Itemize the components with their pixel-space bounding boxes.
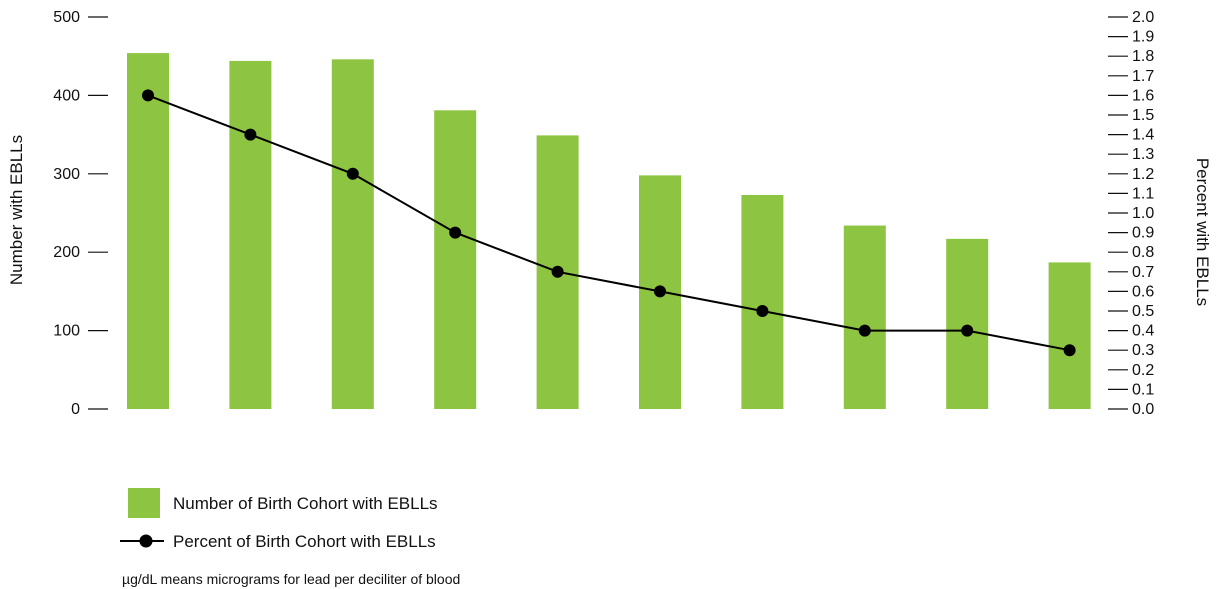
line-point	[142, 89, 154, 102]
left-tick-label: 200	[53, 244, 80, 261]
left-tick-label: 300	[53, 166, 80, 183]
bar	[127, 53, 169, 410]
bar	[946, 238, 989, 409]
left-tick-label: 500	[53, 9, 80, 26]
right-tick-label: 1.1	[1132, 185, 1154, 202]
right-tick-label: 0.9	[1132, 225, 1154, 242]
line-point	[858, 324, 871, 337]
units-note: µg/dL means micrograms for lead per deci…	[122, 571, 460, 587]
right-tick-label: 1.9	[1132, 29, 1154, 46]
left-tick-label: 100	[53, 323, 80, 340]
right-tick-label: 1.0	[1132, 205, 1154, 222]
line-point	[346, 167, 359, 180]
line-series	[142, 89, 1076, 357]
right-tick-label: 0.5	[1132, 303, 1154, 320]
bar	[434, 110, 477, 410]
legend: Number of Birth Cohort with EBLLs Percen…	[120, 488, 438, 551]
right-axis-title: Percent with EBLLs	[1193, 158, 1212, 306]
bar	[229, 60, 272, 410]
right-tick-label: 1.5	[1132, 107, 1154, 124]
line-point	[551, 265, 564, 278]
right-tick-label: 0.7	[1132, 264, 1154, 281]
line-point	[961, 324, 974, 337]
line-point	[244, 128, 257, 141]
right-tick-label: 0.3	[1132, 342, 1154, 359]
line-point	[449, 226, 462, 239]
right-tick-label: 0.8	[1132, 244, 1154, 261]
bar	[843, 225, 886, 409]
right-tick-label: 1.2	[1132, 166, 1154, 183]
bar	[331, 59, 374, 409]
legend-bar-swatch	[128, 488, 160, 518]
left-axis-title: Number with EBLLs	[7, 135, 26, 285]
percent-line	[147, 94, 1070, 352]
right-tick-label: 1.8	[1132, 48, 1154, 65]
left-tick-label: 400	[53, 87, 80, 104]
right-tick-label: 0.2	[1132, 362, 1154, 379]
legend-bar-label: Number of Birth Cohort with EBLLs	[173, 494, 438, 513]
right-tick-label: 1.6	[1132, 87, 1154, 104]
bar	[1048, 262, 1091, 409]
right-tick-label: 0.1	[1132, 381, 1154, 398]
right-tick-label: 0.0	[1132, 401, 1154, 418]
right-tick-label: 1.3	[1132, 146, 1154, 163]
bar	[741, 194, 784, 409]
legend-line-label: Percent of Birth Cohort with EBLLs	[173, 532, 436, 551]
left-tick-label: 0	[71, 401, 80, 418]
right-axis: 0.0 0.1 0.2 0.3 0.4 0.5 0.6 0.7 0.8 0.9 1.0 1.1 1.2 1…	[1108, 9, 1154, 418]
right-tick-label: 1.7	[1132, 68, 1154, 85]
line-point	[654, 285, 666, 298]
right-tick-label: 0.6	[1132, 283, 1154, 300]
line-point	[1063, 344, 1076, 357]
legend-line-marker	[139, 534, 153, 548]
line-point	[756, 305, 769, 317]
right-tick-label: 1.4	[1132, 127, 1154, 144]
right-tick-label: 2.0	[1132, 9, 1154, 26]
bar-series	[127, 53, 1091, 410]
right-tick-label: 0.4	[1132, 323, 1154, 340]
left-axis: 0 100 200 300 400 500	[53, 9, 108, 418]
